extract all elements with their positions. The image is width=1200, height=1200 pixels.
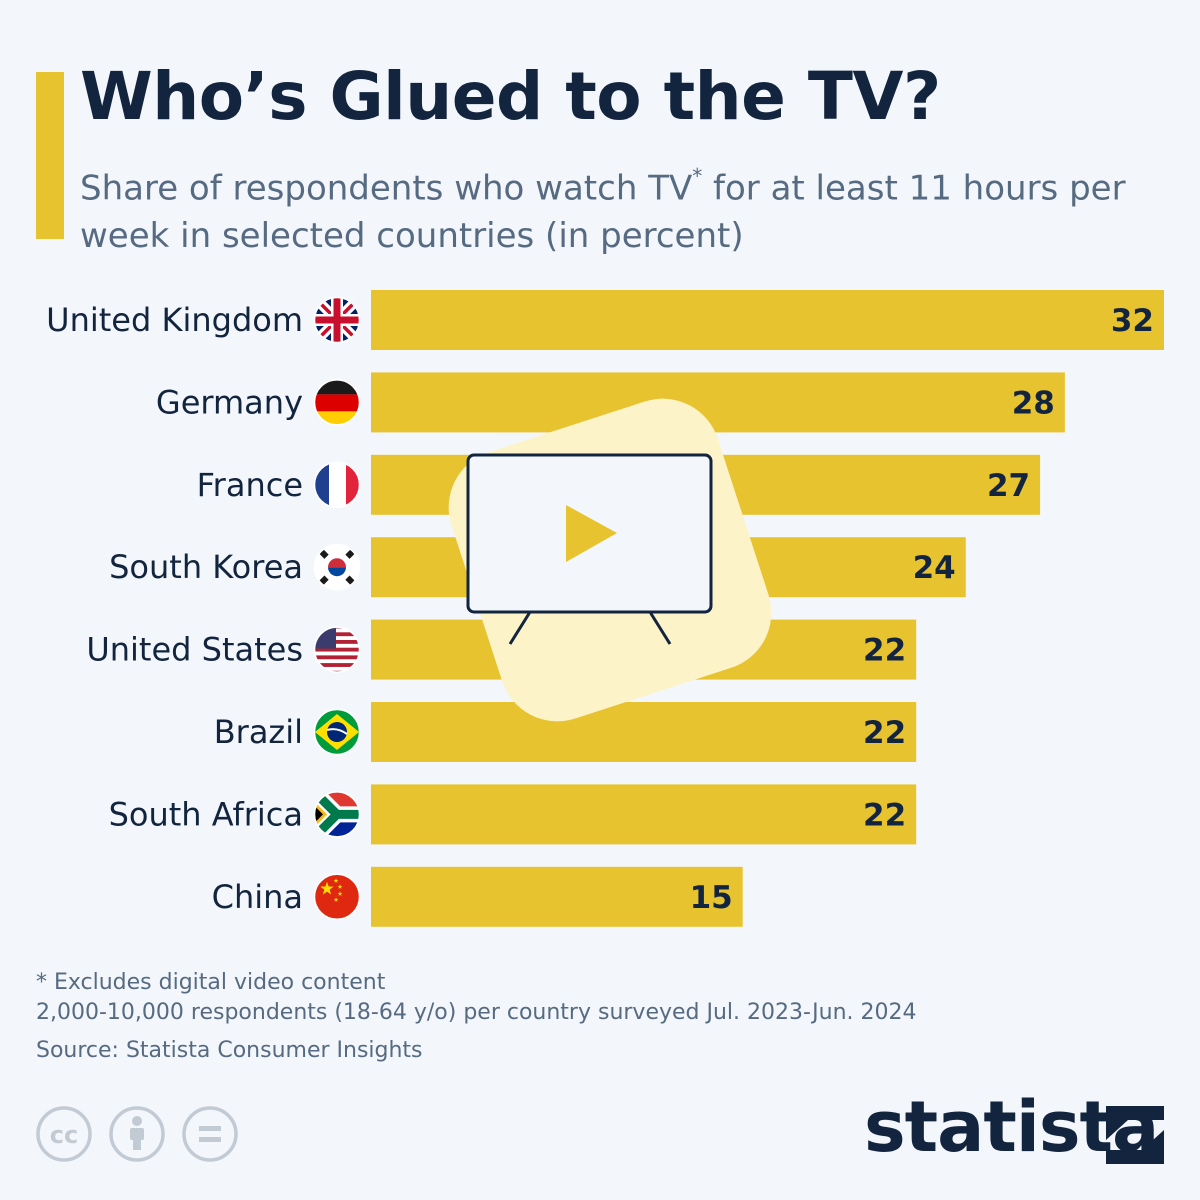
category-label-united-kingdom: United Kingdom [46, 301, 303, 339]
flag-china-icon [313, 873, 361, 921]
chart-subtitle: Share of respondents who watch TV* for a… [80, 156, 1160, 260]
tv-icon [448, 398, 772, 722]
value-label-brazil: 22 [863, 715, 906, 751]
value-label-south-africa: 22 [863, 797, 906, 833]
footnotes: * Excludes digital video content 2,000-1… [36, 968, 917, 1066]
footnote-respondents: 2,000-10,000 respondents (18-64 y/o) per… [36, 1000, 917, 1025]
bar-brazil [371, 702, 917, 762]
value-label-germany: 28 [1012, 385, 1055, 421]
subtitle-text-part2: for at least 11 hours per week in select… [80, 168, 1126, 257]
value-label-france: 27 [987, 468, 1030, 504]
value-label-south-korea: 24 [913, 550, 956, 586]
category-label-germany: Germany [156, 383, 303, 421]
category-label-china: China [212, 878, 303, 916]
flag-south-africa-icon [313, 791, 361, 838]
bar-south-africa [371, 784, 917, 845]
flag-brazil-icon [313, 708, 361, 756]
attribution-icon[interactable] [109, 1106, 165, 1162]
category-label-united-states: United States [86, 631, 303, 669]
svg-text:cc: cc [50, 1121, 78, 1149]
category-label-france: France [197, 466, 303, 504]
bar-china [371, 866, 743, 927]
bar-united-kingdom [371, 290, 1164, 350]
category-label-brazil: Brazil [214, 713, 303, 751]
flag-uk-icon [313, 296, 361, 344]
flag-usa-icon [313, 626, 361, 673]
bar-chart: United Kingdom 32 Germany 28 France 27 South K… [46, 290, 1164, 927]
title-accent-bar [36, 72, 64, 239]
flag-germany-icon [313, 379, 361, 426]
category-label-south-africa: South Africa [109, 795, 303, 833]
cc-icon[interactable]: cc [36, 1106, 92, 1162]
no-derivatives-icon[interactable] [182, 1106, 238, 1162]
subtitle-footnote-marker: * [692, 164, 703, 188]
source-note: Source: Statista Consumer Insights [36, 1038, 423, 1063]
footnote-excludes: * Excludes digital video content [36, 970, 386, 995]
subtitle-text-part1: Share of respondents who watch TV [80, 168, 693, 209]
flag-south-korea-icon [313, 543, 361, 591]
value-label-united-kingdom: 32 [1111, 303, 1154, 339]
license-icons: cc [36, 1106, 238, 1162]
category-label-south-korea: South Korea [109, 548, 303, 586]
value-label-china: 15 [690, 880, 733, 916]
statista-logo-icon[interactable] [1106, 1106, 1164, 1164]
chart-title: Who’s Glued to the TV? [80, 58, 941, 135]
value-label-united-states: 22 [863, 633, 906, 669]
flag-france-icon [313, 461, 361, 509]
bar-germany [371, 372, 1065, 433]
